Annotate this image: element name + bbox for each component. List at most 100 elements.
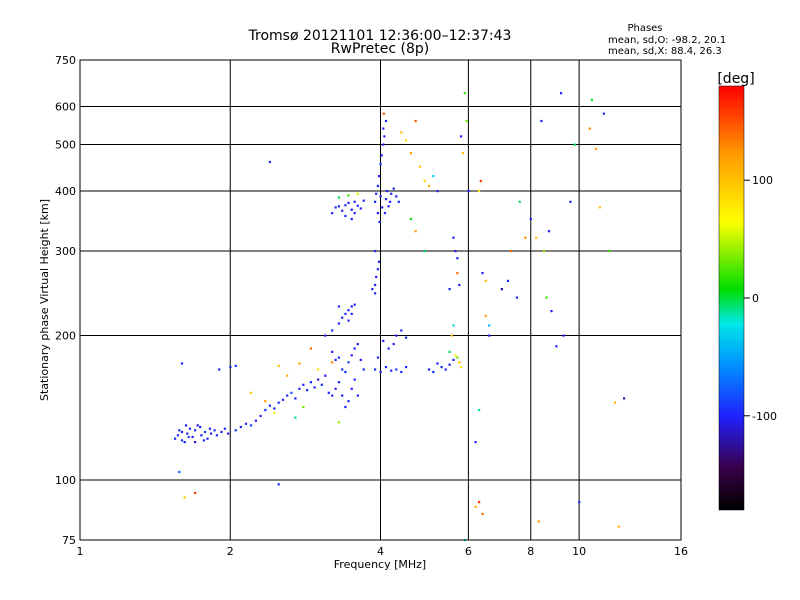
chart-subtitle: RwPretec (8p) xyxy=(331,41,429,57)
data-point-139 xyxy=(382,127,385,130)
data-point-30 xyxy=(178,470,181,474)
data-point-164 xyxy=(405,139,408,142)
data-point-107 xyxy=(350,208,353,211)
data-point-58 xyxy=(331,394,334,397)
data-point-18 xyxy=(180,439,184,442)
data-point-66 xyxy=(302,405,305,409)
data-point-54 xyxy=(317,378,320,381)
phase-stats-header: Phases xyxy=(627,23,662,34)
data-point-145 xyxy=(376,268,379,271)
data-point-185 xyxy=(450,334,453,337)
data-point-101 xyxy=(331,212,334,215)
data-point-232 xyxy=(594,147,597,150)
data-point-61 xyxy=(264,400,267,403)
data-point-36 xyxy=(239,425,242,429)
colorbar-ticks: 100 0 -100 xyxy=(744,174,777,423)
data-point-233 xyxy=(598,206,601,209)
data-point-152 xyxy=(390,369,393,372)
data-point-178 xyxy=(440,366,443,369)
data-point-213 xyxy=(509,250,513,253)
data-point-175 xyxy=(427,368,431,371)
data-point-182 xyxy=(454,354,457,357)
phase-stats-x: mean, sd,X: 88.4, 26.3 xyxy=(608,46,722,57)
y-axis-ticks: 75 100 200 300 400 500 600 750 xyxy=(55,54,76,547)
data-point-177 xyxy=(436,362,439,365)
data-point-140 xyxy=(384,119,388,123)
data-point-186 xyxy=(452,324,455,327)
data-point-238 xyxy=(623,397,626,400)
data-point-172 xyxy=(409,217,412,221)
data-point-230 xyxy=(588,127,591,130)
data-point-48 xyxy=(294,397,297,400)
data-point-39 xyxy=(254,419,257,422)
data-point-141 xyxy=(382,112,385,115)
data-point-237 xyxy=(617,525,620,528)
data-point-156 xyxy=(376,356,379,359)
data-point-70 xyxy=(277,364,280,367)
data-point-31 xyxy=(183,496,186,499)
data-point-6 xyxy=(191,435,194,439)
data-point-86 xyxy=(341,368,344,371)
data-point-124 xyxy=(382,143,385,146)
data-point-79 xyxy=(353,303,356,306)
data-point-208 xyxy=(481,512,484,516)
data-point-151 xyxy=(384,366,388,369)
data-point-46 xyxy=(286,394,289,397)
data-point-94 xyxy=(337,381,340,384)
data-point-170 xyxy=(432,175,435,178)
grid-lines xyxy=(80,60,681,540)
data-point-55 xyxy=(320,383,323,386)
data-point-110 xyxy=(359,207,362,210)
data-point-219 xyxy=(537,520,540,523)
data-point-203 xyxy=(484,279,487,282)
data-point-216 xyxy=(524,236,527,239)
data-point-74 xyxy=(337,322,340,325)
data-point-158 xyxy=(387,347,390,350)
data-point-121 xyxy=(377,175,381,178)
data-point-146 xyxy=(377,260,381,263)
data-point-15 xyxy=(220,430,223,434)
data-point-179 xyxy=(444,368,447,371)
data-point-93 xyxy=(362,368,365,371)
data-point-11 xyxy=(206,437,209,440)
data-point-165 xyxy=(409,152,412,155)
data-point-191 xyxy=(454,250,457,253)
data-point-75 xyxy=(341,316,344,319)
colorbar xyxy=(718,85,745,511)
data-point-225 xyxy=(555,345,558,348)
data-point-231 xyxy=(590,98,593,101)
data-point-77 xyxy=(347,309,350,312)
data-point-28 xyxy=(229,366,232,369)
data-point-159 xyxy=(392,343,395,346)
data-point-56 xyxy=(324,374,327,377)
data-point-90 xyxy=(353,347,356,350)
data-point-42 xyxy=(268,404,271,407)
plot-frame xyxy=(79,59,682,541)
data-point-228 xyxy=(569,200,572,203)
data-point-226 xyxy=(560,92,563,95)
data-point-241 xyxy=(474,505,477,508)
y-tick-label-0: 75 xyxy=(62,534,76,547)
data-point-217 xyxy=(529,217,532,221)
data-point-37 xyxy=(244,422,248,425)
data-point-44 xyxy=(277,401,280,404)
x-tick-label-0: 1 xyxy=(77,545,84,558)
data-point-184 xyxy=(458,361,461,364)
data-point-111 xyxy=(362,199,365,202)
x-axis-ticks: 1 2 4 6 8 10 16 xyxy=(77,545,689,558)
data-point-147 xyxy=(374,292,377,295)
data-point-53 xyxy=(313,386,316,389)
data-point-68 xyxy=(331,361,334,364)
y-tick-label-7: 750 xyxy=(55,54,76,67)
data-point-131 xyxy=(387,205,390,208)
data-point-148 xyxy=(371,288,374,291)
data-point-209 xyxy=(484,314,487,317)
data-point-67 xyxy=(317,368,320,371)
data-point-109 xyxy=(356,204,359,207)
data-point-80 xyxy=(337,305,340,308)
data-point-1 xyxy=(176,434,179,437)
data-point-242 xyxy=(500,288,503,291)
data-point-130 xyxy=(385,190,389,193)
data-point-150 xyxy=(379,370,382,374)
data-point-81 xyxy=(347,319,350,322)
